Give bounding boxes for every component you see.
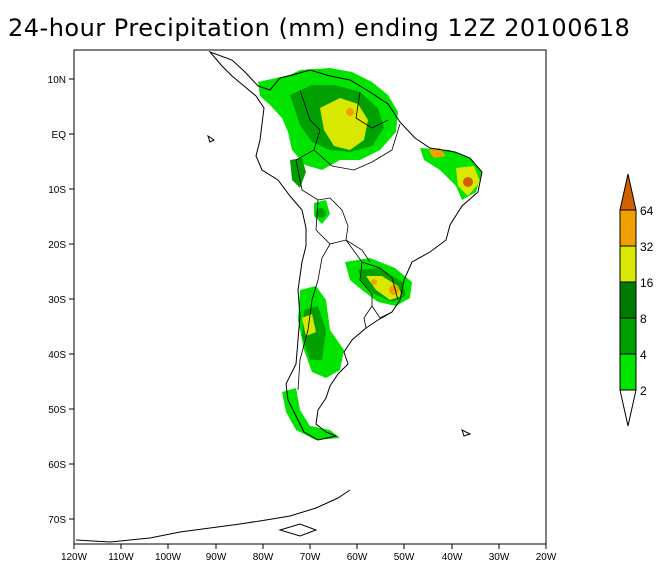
x-tick-label: 70W xyxy=(300,552,321,563)
colorbar-bottom-arrow xyxy=(619,389,637,427)
colorbar-label: 16 xyxy=(640,276,654,290)
coastlines xyxy=(75,50,483,543)
y-tick-labels: 10N EQ 10S 20S 30S 40S 50S 60S 70S xyxy=(48,75,67,526)
x-tick-label: 30W xyxy=(489,552,510,563)
x-tick-label: 100W xyxy=(155,552,182,563)
axis-ticks xyxy=(69,78,547,549)
colorbar-label: 32 xyxy=(640,240,654,254)
colorbar-swatch xyxy=(619,317,637,355)
precip-shading xyxy=(258,68,482,440)
colorbar-swatch xyxy=(619,281,637,319)
x-tick-label: 50W xyxy=(394,552,415,563)
y-tick-label: 60S xyxy=(48,460,66,471)
x-tick-label: 80W xyxy=(253,552,274,563)
y-tick-label: 10S xyxy=(48,185,66,196)
colorbar-swatch xyxy=(619,353,637,391)
colorbar-label: 64 xyxy=(640,204,654,218)
y-tick-label: EQ xyxy=(52,130,67,141)
y-tick-label: 70S xyxy=(48,515,66,526)
x-tick-label: 40W xyxy=(442,552,463,563)
x-tick-labels: 120W 110W 100W 90W 80W 70W 60W 50W 40W 3… xyxy=(61,552,557,563)
x-tick-label: 110W xyxy=(108,552,134,563)
colorbar-swatch xyxy=(619,245,637,283)
y-tick-label: 40S xyxy=(48,350,66,361)
colorbar xyxy=(619,173,637,427)
y-tick-label: 30S xyxy=(48,295,66,306)
y-tick-label: 50S xyxy=(48,405,66,416)
country-borders xyxy=(295,89,401,391)
colorbar-label: 2 xyxy=(640,384,647,398)
x-tick-label: 120W xyxy=(61,552,88,563)
x-tick-label: 60W xyxy=(347,552,368,563)
map-title: 24-hour Precipitation (mm) ending 12Z 20… xyxy=(8,14,631,42)
y-tick-label: 10N xyxy=(48,75,66,86)
colorbar-labels: 64 32 16 8 4 2 xyxy=(640,204,654,398)
colorbar-top-arrow xyxy=(619,173,637,211)
x-tick-label: 20W xyxy=(536,552,557,563)
y-tick-label: 20S xyxy=(48,240,66,251)
x-tick-label: 90W xyxy=(206,552,227,563)
colorbar-label: 4 xyxy=(640,348,647,362)
colorbar-label: 8 xyxy=(640,312,647,326)
colorbar-swatch xyxy=(619,209,637,247)
